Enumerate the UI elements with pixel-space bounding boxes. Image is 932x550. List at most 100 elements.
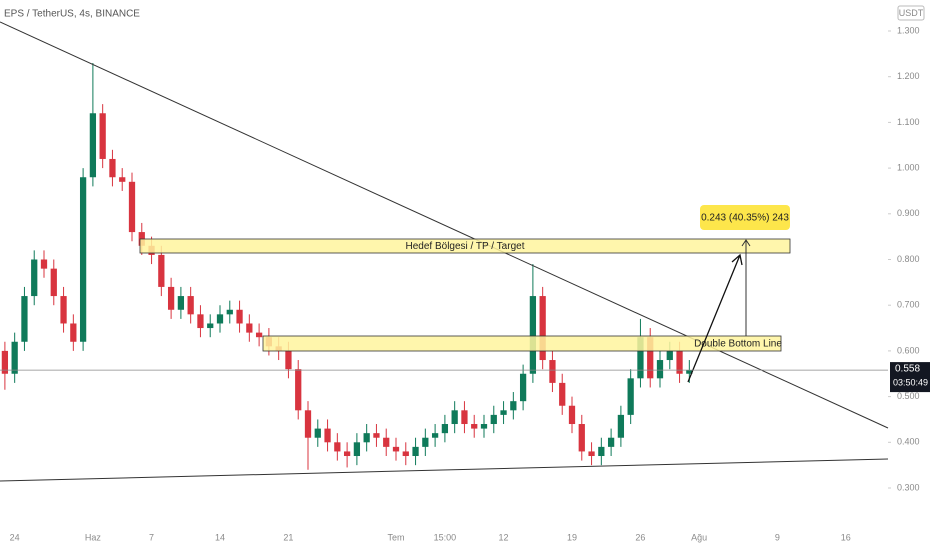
candle-body — [568, 405, 576, 425]
candle-body — [519, 373, 527, 402]
x-tick-label: Ağu — [691, 532, 707, 542]
x-tick-label: 21 — [283, 532, 293, 542]
candle-body — [246, 323, 253, 333]
candle-body — [197, 314, 204, 329]
candle-body — [539, 296, 546, 361]
candle-body — [99, 113, 106, 159]
projection-arrow — [687, 253, 743, 383]
candle-body — [676, 350, 683, 374]
candle-body — [607, 437, 615, 447]
candle-body — [353, 442, 361, 457]
double-bottom-zone — [262, 335, 782, 352]
candle-body — [559, 382, 566, 406]
y-tick-label: 0.500 — [897, 391, 920, 401]
candle-body — [31, 259, 38, 297]
candle-body — [167, 286, 175, 310]
y-tick-label: 0.600 — [897, 345, 920, 355]
candle-body — [510, 401, 517, 411]
y-tick-label: 0.900 — [897, 208, 920, 218]
candle-body — [314, 428, 321, 438]
measure-box — [700, 205, 790, 230]
candle-body — [158, 254, 165, 287]
x-tick-label: 12 — [499, 532, 509, 542]
candle-body — [334, 442, 341, 452]
support-line — [0, 458, 889, 482]
chart-title: EPS / TetherUS, 4s, BINANCE — [4, 9, 140, 20]
candle-body — [627, 378, 634, 415]
candle-body — [177, 296, 185, 310]
candle-body — [402, 451, 409, 457]
candle-body — [666, 350, 673, 361]
candle-body — [637, 337, 644, 379]
x-tick-label: Haz — [85, 532, 102, 542]
last-price-box — [890, 362, 930, 393]
candle-body — [226, 309, 233, 315]
candle-body — [451, 410, 458, 425]
candle-body — [490, 414, 497, 425]
candle-body — [119, 177, 126, 182]
candle-body — [686, 370, 693, 374]
candle-body — [598, 446, 605, 457]
x-tick-label: 24 — [10, 532, 20, 542]
x-tick-label: 26 — [635, 532, 645, 542]
candle-body — [324, 428, 331, 443]
y-tick-label: 0.300 — [897, 482, 920, 492]
candle-body — [304, 410, 312, 438]
candle-body — [343, 451, 351, 457]
double-bottom-label: Double Bottom Line — [694, 339, 782, 350]
candle-body — [461, 410, 468, 425]
candle-body — [295, 369, 302, 411]
candle-body — [60, 296, 67, 324]
candle-body — [109, 158, 116, 178]
candle-body — [392, 446, 400, 452]
y-tick-label: 0.700 — [897, 300, 920, 310]
x-tick-label: Tem — [387, 532, 404, 542]
candle-body — [549, 360, 556, 383]
measure-arrow — [741, 239, 751, 336]
candle-body — [285, 350, 292, 370]
candle-body — [216, 314, 224, 324]
candle-body — [617, 414, 625, 438]
target-zone — [139, 238, 791, 254]
candle-body — [89, 113, 97, 178]
plot-area — [1, 62, 693, 470]
countdown-label: 03:50:49 — [893, 377, 928, 387]
candle-body — [500, 410, 507, 415]
candle-body — [1, 350, 9, 374]
currency-box — [897, 5, 925, 21]
candle-body — [79, 177, 87, 342]
x-tick-label: 9 — [775, 532, 780, 542]
candle-body — [50, 268, 57, 297]
candle-body — [11, 341, 18, 374]
candle-body — [187, 296, 194, 315]
y-tick-label: 1.200 — [897, 71, 920, 81]
candle-body — [363, 433, 370, 443]
candle-body — [128, 181, 136, 233]
x-tick-label: 16 — [841, 532, 851, 542]
candle-body — [40, 259, 48, 269]
candle-body — [647, 337, 654, 379]
y-tick-label: 1.300 — [897, 25, 920, 35]
trend-line — [0, 21, 889, 429]
candle-body — [480, 424, 488, 429]
x-tick-label: 19 — [567, 532, 577, 542]
y-tick-label: 1.100 — [897, 117, 920, 127]
last-price-label: 0.558 — [895, 364, 920, 375]
y-tick-label: 1.000 — [897, 162, 920, 172]
candle-body — [431, 433, 439, 438]
candle-body — [529, 296, 537, 374]
candle-body — [656, 360, 664, 379]
candle-body — [207, 323, 214, 329]
y-tick-label: 0.800 — [897, 254, 920, 264]
candle-body — [578, 424, 585, 452]
candle-body — [383, 437, 390, 447]
x-tick-label: 14 — [215, 532, 225, 542]
candle-body — [441, 424, 449, 434]
x-tick-label: 7 — [149, 532, 154, 542]
candle-body — [471, 424, 478, 429]
candle-body — [422, 437, 429, 447]
y-tick-label: 0.400 — [897, 437, 920, 447]
target-zone-label: Hedef Bölgesi / TP / Target — [406, 241, 525, 252]
